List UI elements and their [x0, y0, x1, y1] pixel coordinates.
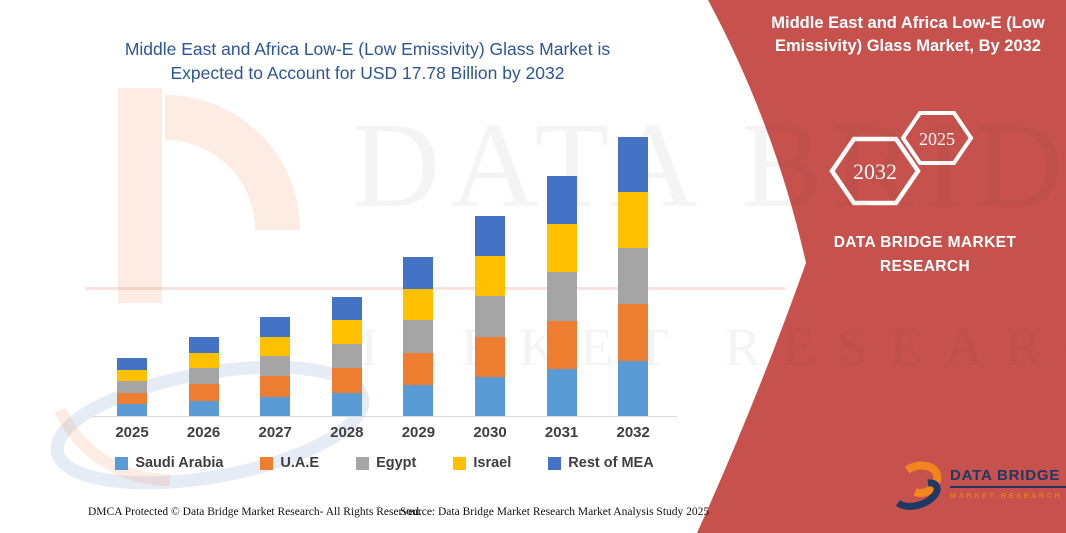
x-axis-line: [92, 416, 677, 417]
bar-segment-israel: [188, 352, 219, 369]
legend-swatch: [453, 456, 467, 470]
bar-segment-egypt: [117, 380, 147, 394]
bar-segment-saudi-arabia: [546, 368, 577, 416]
banner-title-line2: Emissivity) Glass Market, By 2032: [775, 37, 1041, 55]
chart-title-line2: Expected to Account for USD 17.78 Billio…: [170, 63, 565, 83]
bar-segment-rest-of-mea: [403, 256, 434, 289]
bar-segment-u-a-e: [188, 384, 219, 401]
legend-item-israel: Israel: [453, 455, 511, 471]
bar-segment-israel: [117, 369, 147, 381]
bar-segment-saudi-arabia: [117, 404, 147, 416]
bar-segment-saudi-arabia: [188, 400, 219, 416]
bar-segment-egypt: [260, 356, 291, 377]
bar-segment-u-a-e: [546, 320, 577, 369]
banner-title: Middle East and Africa Low-E (Low Emissi…: [756, 12, 1060, 58]
legend-label: Israel: [473, 455, 512, 471]
databridge-logo: DATA BRIDGE MARKET RESEARCH: [893, 458, 1066, 516]
bar-segment-rest-of-mea: [260, 317, 291, 337]
source-note: Source: Data Bridge Market Research Mark…: [400, 506, 710, 518]
bar-segment-rest-of-mea: [188, 337, 219, 353]
logo-subtitle: MARKET RESEARCH: [950, 491, 1063, 500]
bar-segment-egypt: [618, 248, 649, 305]
bar-segment-israel: [618, 192, 649, 248]
chart-title-line1: Middle East and Africa Low-E (Low Emissi…: [124, 39, 611, 59]
x-axis-label-2032: 2032: [616, 424, 650, 441]
bar-segment-rest-of-mea: [475, 216, 505, 257]
bar-segment-rest-of-mea: [546, 176, 577, 225]
hexagon-2025: [900, 111, 974, 165]
bar-segment-israel: [403, 288, 434, 321]
legend-label: Saudi Arabia: [135, 455, 224, 471]
legend-item-egypt: Egypt: [356, 455, 416, 471]
dmca-notice: DMCA Protected © Data Bridge Market Rese…: [88, 506, 422, 518]
databridge-logo-icon: [895, 461, 942, 510]
banner-brand-line1: DATA BRIDGE MARKET: [833, 234, 1017, 251]
legend-swatch: [115, 456, 129, 470]
banner-title-line1: Middle East and Africa Low-E (Low: [771, 14, 1045, 32]
banner-brand-line2: RESEARCH: [879, 258, 971, 275]
bar-segment-saudi-arabia: [403, 384, 434, 416]
legend: Saudi Arabia U.A.E Egypt Israel Rest of MEA: [92, 455, 677, 471]
bar-segment-egypt: [188, 368, 219, 385]
bar-segment-israel: [260, 336, 291, 357]
logo-name: DATA BRIDGE: [950, 467, 1061, 484]
banner-shape: [697, 0, 1066, 533]
chart-title: Middle East and Africa Low-E (Low Emissi…: [85, 37, 650, 85]
x-axis-label-2028: 2028: [330, 424, 364, 441]
bar-segment-rest-of-mea: [117, 357, 147, 370]
legend-label: Egypt: [376, 455, 417, 471]
legend-item-u-a-e: U.A.E: [260, 455, 319, 471]
legend-swatch: [260, 456, 274, 470]
bar-segment-rest-of-mea: [618, 136, 649, 193]
bar-segment-israel: [331, 320, 362, 345]
legend-label: Rest of MEA: [568, 455, 654, 471]
hexagon-2032-label: 2032: [853, 159, 897, 184]
legend-swatch: [548, 456, 562, 470]
legend-label: U.A.E: [280, 455, 320, 471]
bar-segment-egypt: [475, 295, 505, 337]
x-axis-label-2029: 2029: [401, 424, 436, 441]
x-axis-label-2026: 2026: [186, 424, 221, 441]
bar-segment-u-a-e: [403, 352, 434, 385]
hexagon-2032: [829, 136, 921, 206]
bar-segment-saudi-arabia: [331, 392, 362, 416]
bar-segment-saudi-arabia: [618, 360, 649, 416]
bar-segment-saudi-arabia: [260, 396, 291, 416]
bar-segment-israel: [546, 224, 577, 273]
x-axis-label-2030: 2030: [473, 424, 507, 441]
hexagon-2025-label: 2025: [919, 129, 955, 149]
bar-segment-u-a-e: [618, 304, 649, 361]
banner-brand-text: DATA BRIDGE MARKET RESEARCH: [808, 231, 1042, 279]
bar-segment-egypt: [546, 272, 577, 321]
logo-underline: [950, 486, 1066, 488]
bar-segment-rest-of-mea: [331, 297, 362, 321]
bar-segment-u-a-e: [260, 376, 291, 397]
bar-segment-u-a-e: [117, 393, 147, 405]
x-axis-label-2027: 2027: [258, 424, 292, 441]
plot-area: 2025 2026 2027 2028 2029 2030 2031 2032: [92, 95, 677, 455]
bar-segment-egypt: [331, 344, 362, 368]
legend-item-saudi-arabia: Saudi Arabia: [115, 455, 223, 471]
x-axis-label-2025: 2025: [115, 424, 149, 441]
legend-item-rest-of-mea: Rest of MEA: [548, 455, 654, 471]
legend-swatch: [356, 456, 370, 470]
bar-segment-saudi-arabia: [475, 376, 505, 416]
bar-segment-egypt: [403, 320, 434, 353]
bar-segment-israel: [475, 256, 505, 296]
x-axis-label-2031: 2031: [544, 424, 579, 441]
bar-segment-u-a-e: [331, 367, 362, 393]
bar-segment-u-a-e: [475, 336, 505, 377]
